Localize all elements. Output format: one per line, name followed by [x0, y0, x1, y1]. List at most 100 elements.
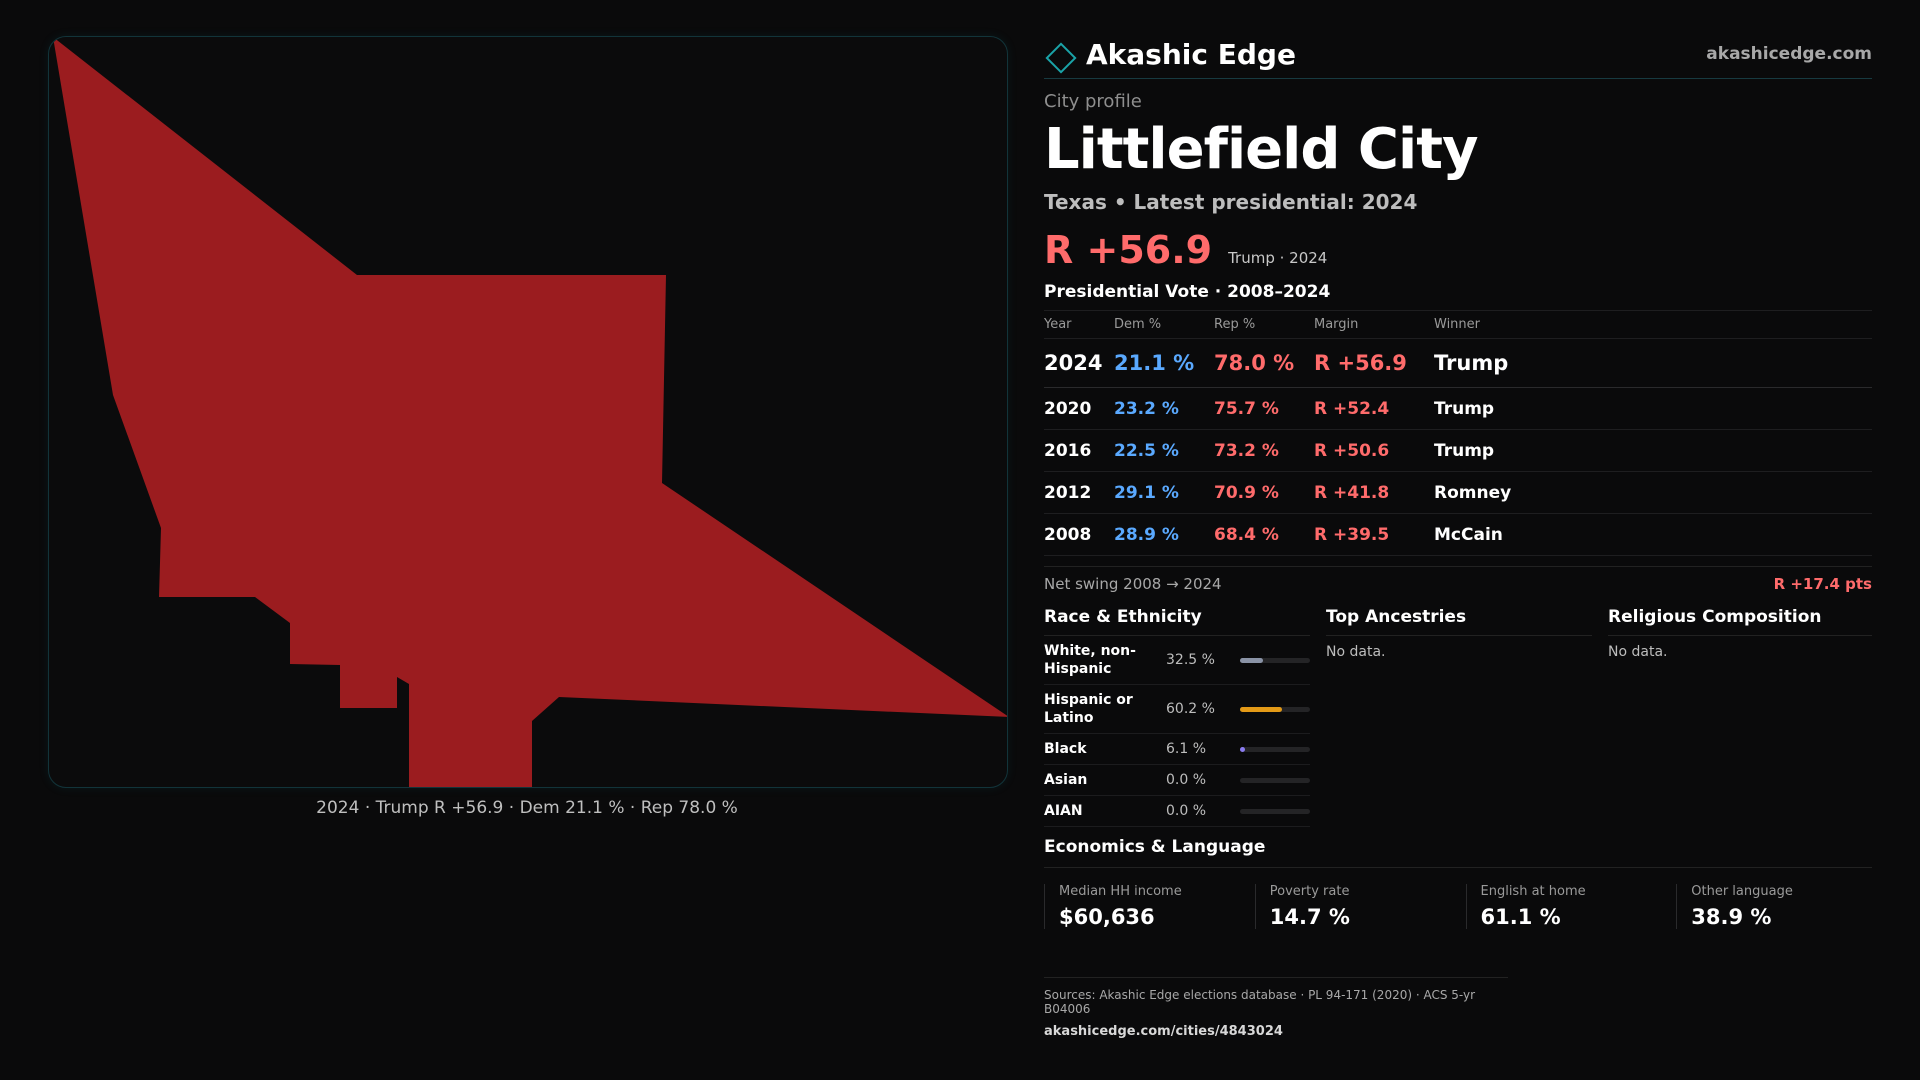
header-year: Year — [1044, 310, 1114, 339]
cell-year: 2008 — [1044, 513, 1114, 556]
race-row: Black 6.1 % — [1044, 734, 1310, 765]
table-row: 2016 22.5 % 73.2 % R +50.6 Trump — [1044, 429, 1872, 472]
cell-margin: R +50.6 — [1314, 429, 1434, 472]
page-kicker: City profile — [1044, 91, 1142, 112]
cell-year: 2012 — [1044, 471, 1114, 514]
cell-margin: R +56.9 — [1314, 338, 1434, 388]
table-row: 2008 28.9 % 68.4 % R +39.5 McCain — [1044, 513, 1872, 556]
cell-dem: 22.5 % — [1114, 429, 1214, 472]
margin-value: R +56.9 — [1044, 228, 1213, 272]
header-margin: Margin — [1314, 310, 1434, 339]
cell-margin: R +41.8 — [1314, 471, 1434, 514]
stat-value: $60,636 — [1059, 905, 1155, 929]
cell-rep: 70.9 % — [1214, 471, 1314, 514]
stat-value: 61.1 % — [1480, 905, 1561, 929]
cell-rep: 68.4 % — [1214, 513, 1314, 556]
cell-margin: R +39.5 — [1314, 513, 1434, 556]
stat-card: English at home 61.1 % — [1465, 884, 1662, 929]
headline-margin: R +56.9 Trump · 2024 — [1044, 228, 1872, 272]
votes-header-row: Year Dem % Rep % Margin Winner — [1044, 310, 1872, 339]
stat-card: Median HH income $60,636 — [1044, 884, 1240, 929]
race-row: Asian 0.0 % — [1044, 765, 1310, 796]
margin-note: Trump · 2024 — [1228, 249, 1328, 267]
race-bar — [1240, 706, 1310, 712]
cell-rep: 78.0 % — [1214, 338, 1314, 388]
cell-winner: Trump — [1434, 429, 1872, 472]
source-url-link[interactable]: akashicedge.com/cities/4843024 — [1044, 1024, 1283, 1039]
cell-margin: R +52.4 — [1314, 387, 1434, 430]
race-value: 0.0 % — [1166, 803, 1207, 819]
cell-dem: 21.1 % — [1114, 338, 1214, 388]
table-row: 2024 21.1 % 78.0 % R +56.9 Trump — [1044, 338, 1872, 388]
header: Akashic Edge akashicedge.com — [1044, 30, 1872, 79]
race-bar-fill — [1240, 657, 1263, 663]
religion-title: Religious Composition — [1608, 607, 1872, 636]
table-row: 2012 29.1 % 70.9 % R +41.8 Romney — [1044, 471, 1872, 514]
table-row: 2020 23.2 % 75.7 % R +52.4 Trump — [1044, 387, 1872, 430]
religion-empty: No data. — [1608, 644, 1668, 660]
cell-year: 2016 — [1044, 429, 1114, 472]
race-value: 0.0 % — [1166, 772, 1207, 788]
stat-card: Poverty rate 14.7 % — [1254, 884, 1451, 929]
race-label: Hispanic or Latino — [1044, 692, 1133, 726]
religion-section: Religious Composition No data. — [1608, 607, 1872, 827]
race-row: AIAN 0.0 % — [1044, 796, 1310, 827]
ancestries-section: Top Ancestries No data. — [1326, 607, 1592, 827]
page-subtitle: Texas • Latest presidential: 2024 — [1044, 190, 1418, 214]
brand-url[interactable]: akashicedge.com — [1706, 44, 1872, 64]
sources-text: Sources: Akashic Edge elections database… — [1044, 988, 1476, 1016]
race-bar-fill — [1240, 706, 1283, 712]
cell-dem: 29.1 % — [1114, 471, 1214, 514]
net-swing: Net swing 2008 → 2024 R +17.4 pts — [1044, 566, 1872, 593]
stat-value: 38.9 % — [1691, 905, 1772, 929]
profile-panel: Akashic Edge akashicedge.com City profil… — [1044, 30, 1872, 1039]
stat-label: Median HH income — [1059, 884, 1182, 899]
brand-name: Akashic Edge — [1086, 37, 1296, 71]
stat-card: Other language 38.9 % — [1676, 884, 1872, 929]
header-rep: Rep % — [1214, 310, 1314, 339]
race-value: 6.1 % — [1166, 741, 1207, 757]
cell-year: 2024 — [1044, 338, 1114, 388]
race-value: 60.2 % — [1166, 701, 1215, 717]
cell-rep: 75.7 % — [1214, 387, 1314, 430]
map-caption: 2024 · Trump R +56.9 · Dem 21.1 % · Rep … — [316, 798, 738, 818]
race-bar — [1240, 777, 1310, 783]
race-title: Race & Ethnicity — [1044, 607, 1310, 636]
stat-label: Poverty rate — [1269, 884, 1350, 899]
page-title: Littlefield City — [1044, 117, 1478, 182]
cell-winner: Trump — [1434, 338, 1872, 388]
brand[interactable]: Akashic Edge — [1044, 37, 1296, 74]
cell-winner: McCain — [1434, 513, 1872, 556]
race-bar — [1240, 657, 1310, 663]
economics-cards: Median HH income $60,636 Poverty rate 14… — [1044, 884, 1872, 929]
swing-value: R +17.4 pts — [1773, 575, 1872, 593]
footer: Sources: Akashic Edge elections database… — [1044, 977, 1508, 1039]
ancestries-empty: No data. — [1326, 644, 1386, 660]
votes-table: Year Dem % Rep % Margin Winner 2024 21.1… — [1044, 310, 1872, 556]
cell-dem: 23.2 % — [1114, 387, 1214, 430]
race-bar — [1240, 746, 1310, 752]
swing-label: Net swing 2008 → 2024 — [1044, 575, 1222, 593]
race-label: Asian — [1044, 772, 1088, 788]
race-bar — [1240, 808, 1310, 814]
header-winner: Winner — [1434, 310, 1872, 339]
cell-winner: Romney — [1434, 471, 1872, 514]
diamond-logo-icon — [1045, 42, 1077, 74]
cell-rep: 73.2 % — [1214, 429, 1314, 472]
race-label: White, non-Hispanic — [1044, 643, 1136, 677]
stat-value: 14.7 % — [1269, 905, 1350, 929]
economics-title: Economics & Language — [1044, 837, 1872, 868]
race-row: White, non-Hispanic 32.5 % — [1044, 636, 1310, 685]
ancestries-title: Top Ancestries — [1326, 607, 1592, 636]
race-row: Hispanic or Latino 60.2 % — [1044, 685, 1310, 734]
cell-winner: Trump — [1434, 387, 1872, 430]
race-section: Race & Ethnicity White, non-Hispanic 32.… — [1044, 607, 1310, 827]
city-boundary-map — [53, 37, 1007, 787]
cell-year: 2020 — [1044, 387, 1114, 430]
race-label: Black — [1044, 741, 1087, 757]
city-boundary-shape — [53, 37, 1007, 787]
city-map[interactable] — [48, 36, 1008, 788]
header-dem: Dem % — [1114, 310, 1214, 339]
demographics-columns: Race & Ethnicity White, non-Hispanic 32.… — [1044, 607, 1872, 827]
votes-title: Presidential Vote · 2008–2024 — [1044, 282, 1331, 302]
